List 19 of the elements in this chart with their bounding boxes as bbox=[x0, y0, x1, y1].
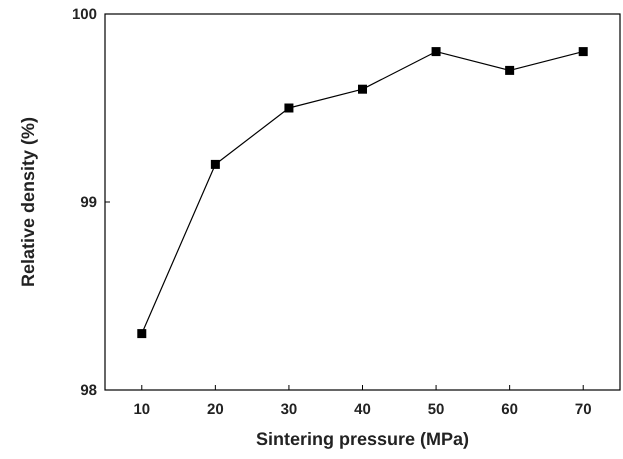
x-tick-label: 10 bbox=[133, 401, 150, 418]
y-axis-title: Relative density (%) bbox=[18, 116, 38, 288]
x-tick-label: 50 bbox=[428, 401, 444, 418]
y-tick-label: 98 bbox=[80, 382, 97, 399]
x-tick-label: 70 bbox=[574, 401, 592, 418]
point bbox=[284, 104, 294, 112]
point bbox=[358, 84, 367, 94]
point bbox=[137, 329, 146, 338]
point bbox=[578, 47, 588, 56]
x-axis-title: Sintering pressure (MPa) bbox=[256, 429, 470, 449]
y-tick-label: 99 bbox=[80, 194, 97, 211]
y-tick-label: 100 bbox=[72, 6, 97, 23]
x-tick-label: 20 bbox=[207, 401, 224, 418]
x-tick-label: 40 bbox=[354, 401, 371, 418]
point bbox=[505, 66, 514, 75]
point bbox=[432, 47, 441, 56]
point bbox=[210, 160, 220, 169]
x-tick-label: 30 bbox=[280, 401, 298, 418]
x-tick-label: 60 bbox=[501, 401, 518, 418]
